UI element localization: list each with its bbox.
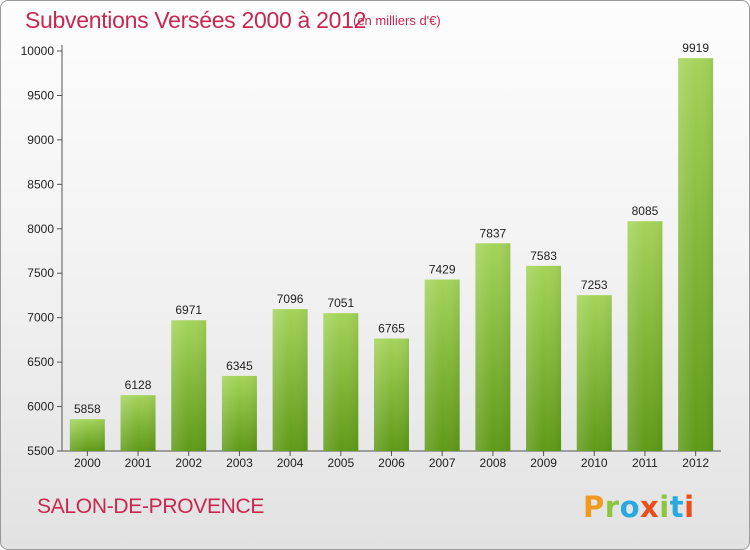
x-tick-label: 2005 <box>327 456 354 470</box>
y-tick-label: 10000 <box>21 44 55 58</box>
bar-value-label: 9919 <box>682 41 709 55</box>
x-tick-label: 2002 <box>175 456 202 470</box>
chart-axes: 5500 6000 6500 7000 7500 8000 8500 9000 9500 1000… <box>21 44 721 470</box>
bar-shine <box>475 243 511 451</box>
bar-shine <box>69 419 105 451</box>
bar-value-label: 7837 <box>480 226 507 240</box>
bar-value-label: 6128 <box>125 378 152 392</box>
y-tick-label: 8500 <box>27 177 54 191</box>
bar-value-label: 8085 <box>632 204 659 218</box>
bar-value-label: 5858 <box>74 402 101 416</box>
proxiti-logo[interactable]: Proxiti <box>583 490 695 524</box>
bar-value-label: 7583 <box>530 249 557 263</box>
bar-value-label: 7429 <box>429 263 456 277</box>
x-tick-label: 2000 <box>74 456 101 470</box>
bar-shine <box>526 265 562 451</box>
x-tick-label: 2010 <box>581 456 608 470</box>
bar-value-label: 6345 <box>226 359 253 373</box>
x-tick-label: 2009 <box>530 456 557 470</box>
logo-letter: x <box>640 490 660 524</box>
bar-shine <box>272 309 308 451</box>
bar-shine <box>424 279 460 451</box>
logo-letter: i <box>659 490 670 524</box>
bar-shine <box>374 338 409 451</box>
logo-letter: t <box>669 490 685 524</box>
bar-shine <box>221 375 257 451</box>
chart-title: Subventions Versées 2000 à 2012 <box>25 7 367 33</box>
logo-letter: r <box>604 490 620 524</box>
bar-value-label: 7253 <box>581 278 608 292</box>
city-name: SALON-DE-PROVENCE <box>37 495 265 518</box>
y-tick-label: 8000 <box>27 222 54 236</box>
x-tick-label: 2006 <box>378 456 405 470</box>
x-tick-label: 2007 <box>429 456 456 470</box>
y-tick-label: 9000 <box>27 133 54 147</box>
y-tick-label: 6000 <box>27 400 54 414</box>
y-tick-label: 7000 <box>27 311 54 325</box>
y-tick-label: 6500 <box>27 355 54 369</box>
y-tick-label: 9500 <box>27 88 54 102</box>
bar-shine <box>120 395 156 451</box>
bar-value-label: 7096 <box>277 292 304 306</box>
x-tick-label: 2011 <box>632 456 658 470</box>
bar-shine <box>627 221 663 451</box>
logo-letter: i <box>684 490 695 524</box>
bar-value-label: 6971 <box>175 303 202 317</box>
chart-labels: 5858 6128 6971 6345 7096 7051 6765 7429 7837 7583… <box>74 41 709 416</box>
bar-value-label: 6765 <box>378 322 405 336</box>
x-tick-label: 2008 <box>480 456 507 470</box>
logo-letter: o <box>619 490 641 524</box>
x-tick-label: 2001 <box>125 456 152 470</box>
chart-bars <box>69 58 714 451</box>
x-tick-label: 2012 <box>682 456 709 470</box>
x-tick-label: 2004 <box>277 456 304 470</box>
bar-value-label: 7051 <box>327 296 354 310</box>
y-tick-label: 7500 <box>27 266 54 280</box>
logo-letter: P <box>583 490 605 524</box>
bar-shine <box>678 58 714 451</box>
chart-unit-note: (en milliers d'€) <box>353 13 441 28</box>
bar-shine <box>576 295 612 451</box>
bar-shine <box>323 313 359 451</box>
x-tick-label: 2003 <box>226 456 253 470</box>
bar-shine <box>171 320 207 451</box>
y-tick-label: 5500 <box>27 444 54 458</box>
